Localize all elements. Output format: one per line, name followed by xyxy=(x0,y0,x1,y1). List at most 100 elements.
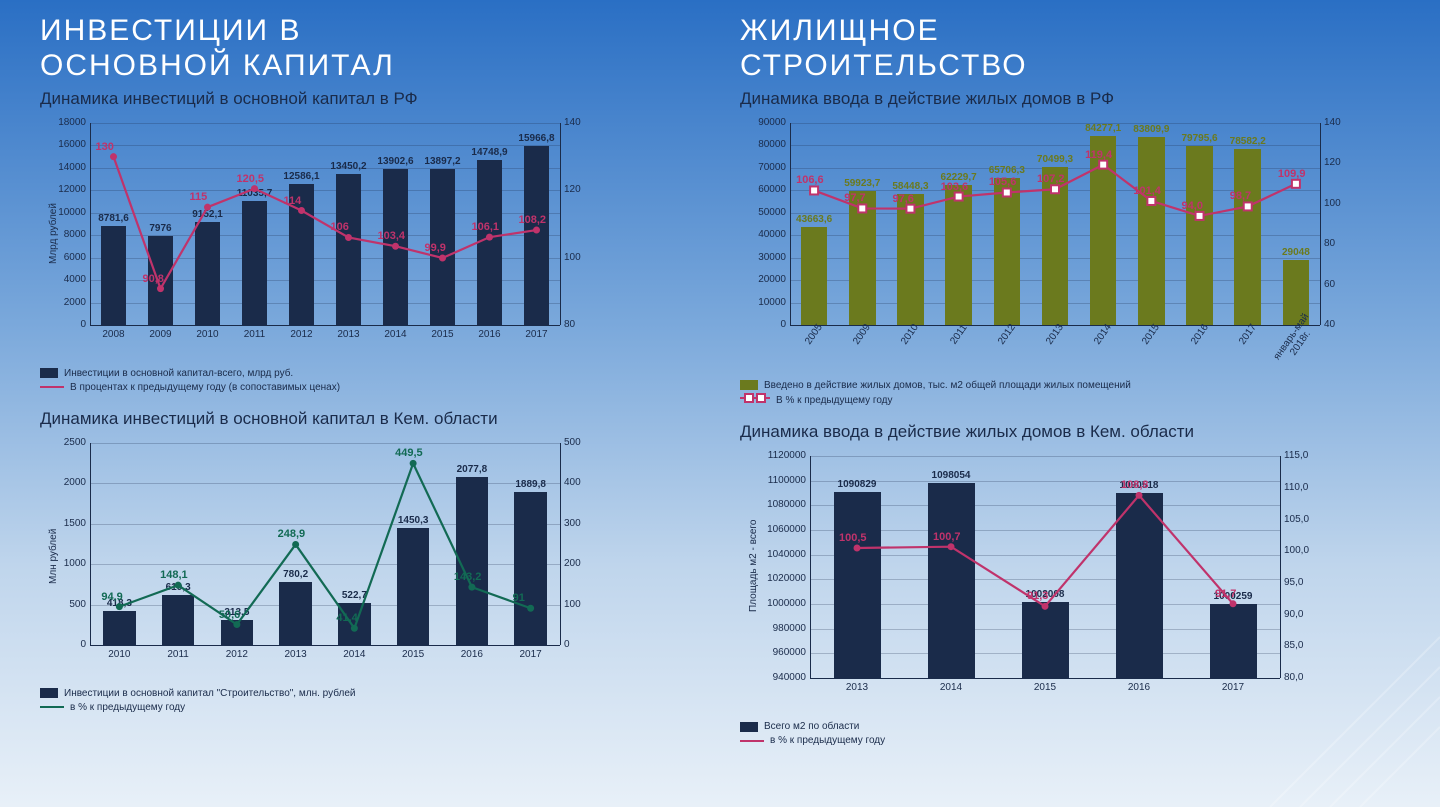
left-title-line2: ОСНОВНОЙ КАПИТАЛ xyxy=(40,49,395,82)
y1-tick: 30000 xyxy=(740,252,786,263)
bar-value-label: 1889,8 xyxy=(503,479,559,490)
y2-tick: 400 xyxy=(564,477,581,488)
plot-area: 43663,659923,758448,362229,765706,370499… xyxy=(790,123,1320,325)
bar xyxy=(101,226,127,325)
y2-tick: 40 xyxy=(1324,319,1335,330)
bar-value-label: 11035,7 xyxy=(227,188,283,199)
line-value-label: 115 xyxy=(190,191,208,203)
y1-tick: 2000 xyxy=(40,477,86,488)
bar-value-label: 15966,8 xyxy=(509,133,565,144)
legend-bar-row: Инвестиции в основной капитал-всего, млр… xyxy=(40,367,720,381)
bar-value-label: 2077,8 xyxy=(444,464,500,475)
bar xyxy=(383,169,409,325)
right-chart1-subtitle: Динамика ввода в действие жилых домов в … xyxy=(740,89,1420,109)
y2-tick: 100 xyxy=(1324,198,1341,209)
y1-label: Млрд рублей xyxy=(48,203,59,264)
line-value-label: 90,8 xyxy=(143,273,164,285)
bar-value-label: 1450,3 xyxy=(385,515,441,526)
bar xyxy=(195,222,221,325)
line-value-label: 109,9 xyxy=(1278,168,1306,180)
legend-line-row: В % к предыдущему году xyxy=(740,393,1160,408)
bar xyxy=(524,146,550,325)
bar-value-label: 780,2 xyxy=(268,569,324,580)
bar xyxy=(456,477,488,645)
y1-tick: 1040000 xyxy=(760,549,806,560)
y2-tick: 95,0 xyxy=(1284,577,1303,588)
y2-tick: 120 xyxy=(1324,157,1341,168)
y1-tick: 50000 xyxy=(740,207,786,218)
bar xyxy=(1022,602,1069,678)
y2-tick: 100 xyxy=(564,599,581,610)
line-value-label: 91,7 xyxy=(1215,588,1236,600)
y1-tick: 0 xyxy=(40,639,86,650)
line-value-label: 143,2 xyxy=(454,571,482,583)
x-tick: 2011 xyxy=(148,649,208,660)
y1-tick: 16000 xyxy=(40,139,86,150)
bar-value-label: 522,7 xyxy=(326,590,382,601)
y2-tick: 80 xyxy=(1324,238,1335,249)
legend-bar-row: Всего м2 по области xyxy=(740,720,1420,734)
x-tick: 2017 xyxy=(501,649,561,660)
bar-value-label: 619,3 xyxy=(150,582,206,593)
bar-value-label: 7976 xyxy=(133,223,189,234)
y2-tick: 300 xyxy=(564,518,581,529)
y1-tick: 8000 xyxy=(40,229,86,240)
line-value-label: 108,2 xyxy=(519,214,547,226)
x-tick: 2016 xyxy=(1109,682,1169,693)
y2-tick: 80,0 xyxy=(1284,672,1303,683)
x-tick: 2013 xyxy=(266,649,326,660)
right-chart2-subtitle: Динамика ввода в действие жилых домов в … xyxy=(740,422,1420,442)
line-value-label: 99,9 xyxy=(425,242,446,254)
y2-tick: 60 xyxy=(1324,279,1335,290)
y1-tick: 1120000 xyxy=(760,450,806,461)
line-value-label: 106,6 xyxy=(796,174,824,186)
legend-bar-label: Введено в действие жилых домов, тыс. м2 … xyxy=(764,380,1131,391)
line-value-label: 94,0 xyxy=(1182,200,1203,212)
y2-tick: 115,0 xyxy=(1284,450,1308,461)
bar xyxy=(1186,146,1213,325)
x-tick: 2016 xyxy=(442,649,502,660)
line-value-label: 100,7 xyxy=(933,531,961,543)
right-title: ЖИЛИЩНОЕ СТРОИТЕЛЬСТВО xyxy=(740,14,1420,83)
y2-tick: 0 xyxy=(564,639,570,650)
left-chart2-subtitle: Динамика инвестиций в основной капитал в… xyxy=(40,409,720,429)
line-value-label: 119,4 xyxy=(1085,149,1112,161)
y1-tick: 1500 xyxy=(40,518,86,529)
bar xyxy=(514,492,546,645)
y1-tick: 1060000 xyxy=(760,524,806,535)
bar-value-label: 65706,3 xyxy=(979,165,1035,176)
right-column: ЖИЛИЩНОЕ СТРОИТЕЛЬСТВО Динамика ввода в … xyxy=(740,0,1420,748)
line-value-label: 94,9 xyxy=(101,591,122,603)
bar-value-label: 29048 xyxy=(1268,247,1324,258)
x-tick: 2014 xyxy=(921,682,981,693)
y1-tick: 60000 xyxy=(740,184,786,195)
bar-value-label: 70499,3 xyxy=(1027,154,1083,165)
y1-tick: 1000000 xyxy=(760,598,806,609)
bar xyxy=(897,194,924,325)
y1-tick: 1000 xyxy=(40,558,86,569)
right-title-line2: СТРОИТЕЛЬСТВО xyxy=(740,49,1028,82)
legend-line-row: В процентах к предыдущему году (в сопост… xyxy=(40,381,720,395)
legend-bar-label: Инвестиции в основной капитал-всего, млр… xyxy=(64,368,293,379)
legend-line-label: В % к предыдущему году xyxy=(776,395,893,406)
bar-value-label: 14748,9 xyxy=(462,147,518,158)
line-value-label: 114 xyxy=(284,195,302,207)
line-value-label: 100,5 xyxy=(839,532,867,544)
legend-line-label: В процентах к предыдущему году (в сопост… xyxy=(70,382,340,393)
line-value-label: 106,1 xyxy=(472,221,500,233)
y2-tick: 200 xyxy=(564,558,581,569)
legend-line-row: в % к предыдущему году xyxy=(740,734,1420,748)
legend-bar-label: Инвестиции в основной капитал "Строитель… xyxy=(64,688,355,699)
y1-tick: 940000 xyxy=(760,672,806,683)
y2-tick: 100 xyxy=(564,252,581,263)
bar xyxy=(103,611,135,645)
y2-tick: 140 xyxy=(564,117,581,128)
y1-tick: 1020000 xyxy=(760,573,806,584)
bar-value-label: 78582,2 xyxy=(1220,136,1276,147)
y1-tick: 80000 xyxy=(740,139,786,150)
y1-tick: 70000 xyxy=(740,162,786,173)
bar xyxy=(1234,149,1261,325)
y1-tick: 2500 xyxy=(40,437,86,448)
y1-label: Млн рублей xyxy=(48,529,59,584)
bar xyxy=(477,160,503,326)
